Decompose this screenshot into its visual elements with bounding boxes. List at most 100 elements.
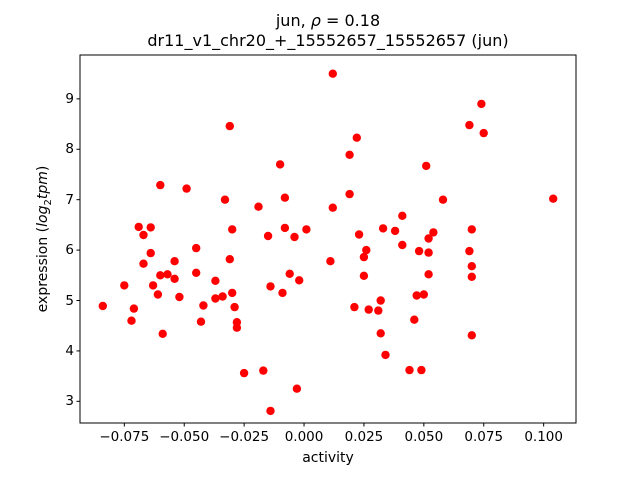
data-point — [295, 276, 304, 285]
data-point — [438, 195, 448, 204]
data-point — [424, 270, 433, 279]
data-point — [479, 128, 488, 138]
x-tick-label: 0.025 — [344, 429, 384, 445]
data-point — [254, 202, 263, 211]
data-point — [376, 329, 385, 338]
data-point — [120, 281, 129, 290]
x-tick-label: 0.000 — [284, 429, 324, 445]
data-point — [398, 211, 407, 220]
data-point — [302, 225, 311, 234]
data-point — [259, 366, 268, 375]
y-tick-label: 5 — [65, 292, 74, 309]
data-point — [381, 350, 390, 360]
data-point — [292, 384, 302, 393]
x-tick-label: 0.100 — [524, 429, 563, 445]
data-point — [477, 99, 486, 109]
data-point — [422, 161, 431, 171]
data-point — [139, 259, 148, 268]
data-point — [263, 231, 273, 241]
title-line-locus: dr11_v1_chr20_+_15552657_15552657 (jun) — [147, 31, 509, 50]
data-point — [170, 257, 179, 266]
data-point — [228, 288, 237, 298]
data-point — [405, 365, 414, 375]
data-point — [158, 329, 167, 338]
x-tick-label: −0.075 — [99, 429, 150, 445]
data-point — [266, 406, 275, 416]
data-point — [290, 232, 299, 242]
data-point — [232, 323, 242, 332]
data-point — [266, 282, 275, 291]
data-point — [211, 276, 220, 285]
data-point — [230, 302, 239, 312]
data-point — [328, 203, 337, 212]
y-tick-label: 7 — [65, 191, 74, 208]
data-point — [359, 271, 369, 280]
y-tick-label: 3 — [65, 393, 74, 410]
data-point — [285, 269, 294, 278]
data-point — [218, 292, 227, 301]
data-point — [127, 316, 136, 325]
data-point — [465, 246, 474, 256]
y-tick-label: 4 — [65, 342, 74, 359]
data-point — [228, 225, 237, 234]
data-point — [156, 271, 165, 280]
data-point — [239, 368, 249, 378]
data-point — [424, 234, 433, 243]
data-point — [374, 306, 383, 315]
data-point — [146, 248, 155, 258]
data-point — [467, 262, 476, 271]
y-axis-label: expression (log2tpm) — [35, 165, 54, 313]
data-point — [280, 193, 290, 202]
data-point — [278, 288, 287, 298]
data-point — [220, 195, 230, 204]
x-tick-label: 0.050 — [404, 429, 444, 445]
data-point — [345, 189, 354, 199]
data-point — [364, 305, 373, 314]
data-point — [376, 296, 385, 305]
data-point — [467, 225, 476, 234]
data-point — [424, 248, 433, 257]
data-point — [134, 222, 143, 232]
data-point — [352, 133, 361, 142]
title-suffix: = 0.18 — [320, 11, 381, 30]
data-point — [199, 301, 208, 310]
chart-title: jun, ρ = 0.18 dr11_v1_chr20_+_15552657_1… — [80, 11, 576, 51]
x-tick-label: −0.025 — [219, 429, 270, 445]
data-point — [412, 291, 421, 300]
data-point — [182, 184, 191, 193]
data-point — [163, 270, 172, 279]
data-point — [410, 315, 419, 324]
data-point — [429, 228, 438, 237]
data-point — [390, 226, 400, 236]
data-point — [275, 160, 285, 169]
data-point — [98, 301, 108, 311]
data-point — [328, 69, 337, 78]
data-point — [398, 240, 407, 250]
axes-frame — [79, 54, 577, 424]
data-point — [175, 292, 184, 302]
title-line-correlation: jun, ρ = 0.18 — [80, 11, 576, 31]
data-point — [354, 230, 364, 239]
data-point — [211, 294, 220, 303]
data-point — [192, 243, 201, 253]
data-point — [129, 304, 139, 313]
data-point — [549, 194, 558, 203]
data-point — [225, 255, 234, 264]
x-axis-label: activity — [302, 450, 354, 466]
data-point — [156, 180, 165, 190]
data-point — [192, 268, 201, 277]
data-point — [362, 245, 371, 255]
rho-symbol: ρ — [310, 11, 321, 30]
y-tick-label: 6 — [65, 242, 74, 259]
data-point — [359, 252, 369, 262]
data-point — [225, 121, 234, 131]
data-point — [280, 223, 290, 233]
data-point — [414, 246, 424, 256]
x-tick-label: 0.075 — [464, 429, 504, 445]
x-tick-label: −0.050 — [159, 429, 210, 445]
data-point — [146, 223, 155, 232]
title-prefix: jun, — [275, 11, 311, 30]
data-point — [465, 120, 474, 130]
